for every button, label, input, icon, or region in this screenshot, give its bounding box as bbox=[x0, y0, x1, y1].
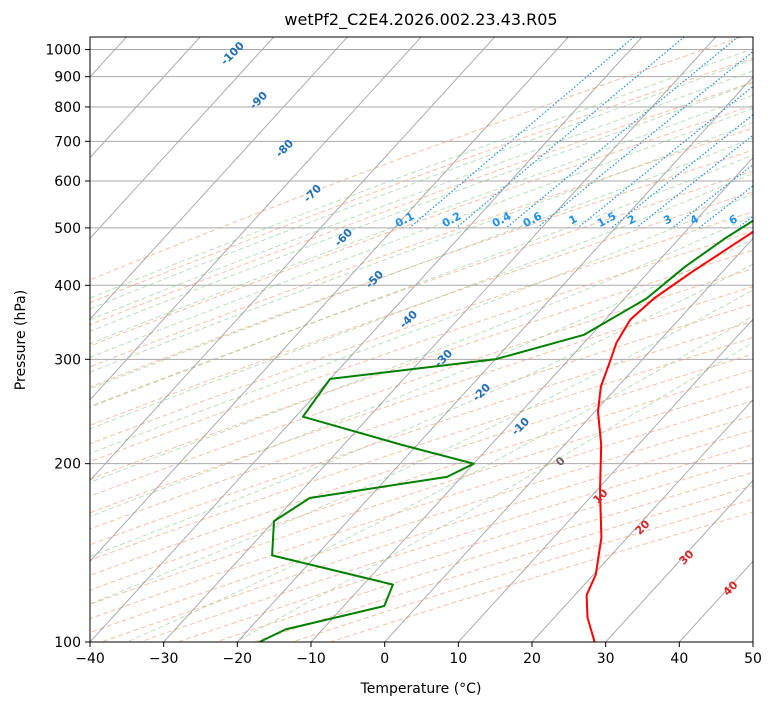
moist-adiabat bbox=[90, 154, 753, 408]
y-tick-label: 800 bbox=[54, 100, 81, 116]
isotherm bbox=[90, 37, 348, 320]
y-axis: 100 200 300 400 500 600 700 800 900 1000 bbox=[45, 43, 90, 651]
plot-frame bbox=[89, 36, 754, 643]
temperature-profile bbox=[585, 230, 753, 642]
isotherm bbox=[90, 37, 643, 642]
y-tick-label: 300 bbox=[54, 352, 81, 368]
x-axis: −40 −30 −20 −10 0 10 20 30 40 50 bbox=[75, 642, 762, 667]
mixing-ratio-line bbox=[455, 37, 686, 229]
y-tick-label: 500 bbox=[54, 221, 81, 237]
moist-adiabat bbox=[90, 107, 753, 358]
isotherm bbox=[310, 156, 753, 642]
dry-adiabat bbox=[90, 127, 753, 368]
isotherm bbox=[236, 76, 753, 642]
isotherm bbox=[90, 37, 422, 401]
x-tick-label: 50 bbox=[744, 651, 762, 667]
x-tick-label: −40 bbox=[75, 651, 105, 667]
x-tick-label: 30 bbox=[597, 651, 615, 667]
chart-title: wetPf2_C2E4.2026.002.23.43.R05 bbox=[284, 10, 557, 30]
isotherm bbox=[531, 399, 753, 642]
isotherm bbox=[384, 237, 753, 642]
isotherm bbox=[90, 37, 201, 159]
y-tick-label: 700 bbox=[54, 134, 81, 150]
isotherm bbox=[163, 37, 717, 642]
y-tick-label: 200 bbox=[54, 457, 81, 473]
moist-adiabat bbox=[235, 341, 753, 642]
isobar-grid bbox=[90, 37, 753, 642]
mixing-ratio-line bbox=[766, 35, 775, 228]
isotherm bbox=[90, 37, 275, 240]
mixing-ratio-line bbox=[505, 37, 739, 229]
y-tick-label: 400 bbox=[54, 278, 81, 294]
x-tick-label: −20 bbox=[223, 651, 253, 667]
dewpoint-profile bbox=[258, 219, 753, 642]
y-axis-label: Pressure (hPa) bbox=[13, 290, 29, 390]
x-tick-label: 0 bbox=[380, 651, 389, 667]
y-tick-label: 900 bbox=[54, 70, 81, 86]
dry-adiabat bbox=[90, 170, 753, 407]
isotherm bbox=[457, 318, 753, 642]
sounding-profiles bbox=[258, 219, 753, 642]
moist-adiabat bbox=[90, 137, 753, 390]
dry-adiabat bbox=[90, 149, 753, 388]
isotherm bbox=[605, 479, 753, 642]
y-tick-label: 1000 bbox=[45, 43, 81, 59]
moist-adiabat bbox=[90, 289, 753, 605]
dry-adiabat bbox=[90, 81, 753, 326]
moist-adiabat bbox=[90, 94, 753, 345]
x-tick-label: −10 bbox=[296, 651, 326, 667]
moist-adiabat bbox=[90, 172, 753, 430]
x-tick-label: −30 bbox=[149, 651, 179, 667]
isotherm bbox=[752, 641, 753, 642]
y-tick-label: 600 bbox=[54, 174, 81, 190]
x-tick-label: 10 bbox=[449, 651, 467, 667]
plot-area bbox=[90, 37, 753, 642]
isotherm bbox=[90, 37, 496, 482]
x-tick-label: 40 bbox=[670, 651, 688, 667]
x-axis-label: Temperature (°C) bbox=[360, 681, 482, 697]
x-tick-label: 20 bbox=[523, 651, 541, 667]
isotherm bbox=[90, 37, 569, 563]
y-tick-label: 100 bbox=[54, 635, 81, 651]
moist-adiabat bbox=[90, 238, 753, 517]
